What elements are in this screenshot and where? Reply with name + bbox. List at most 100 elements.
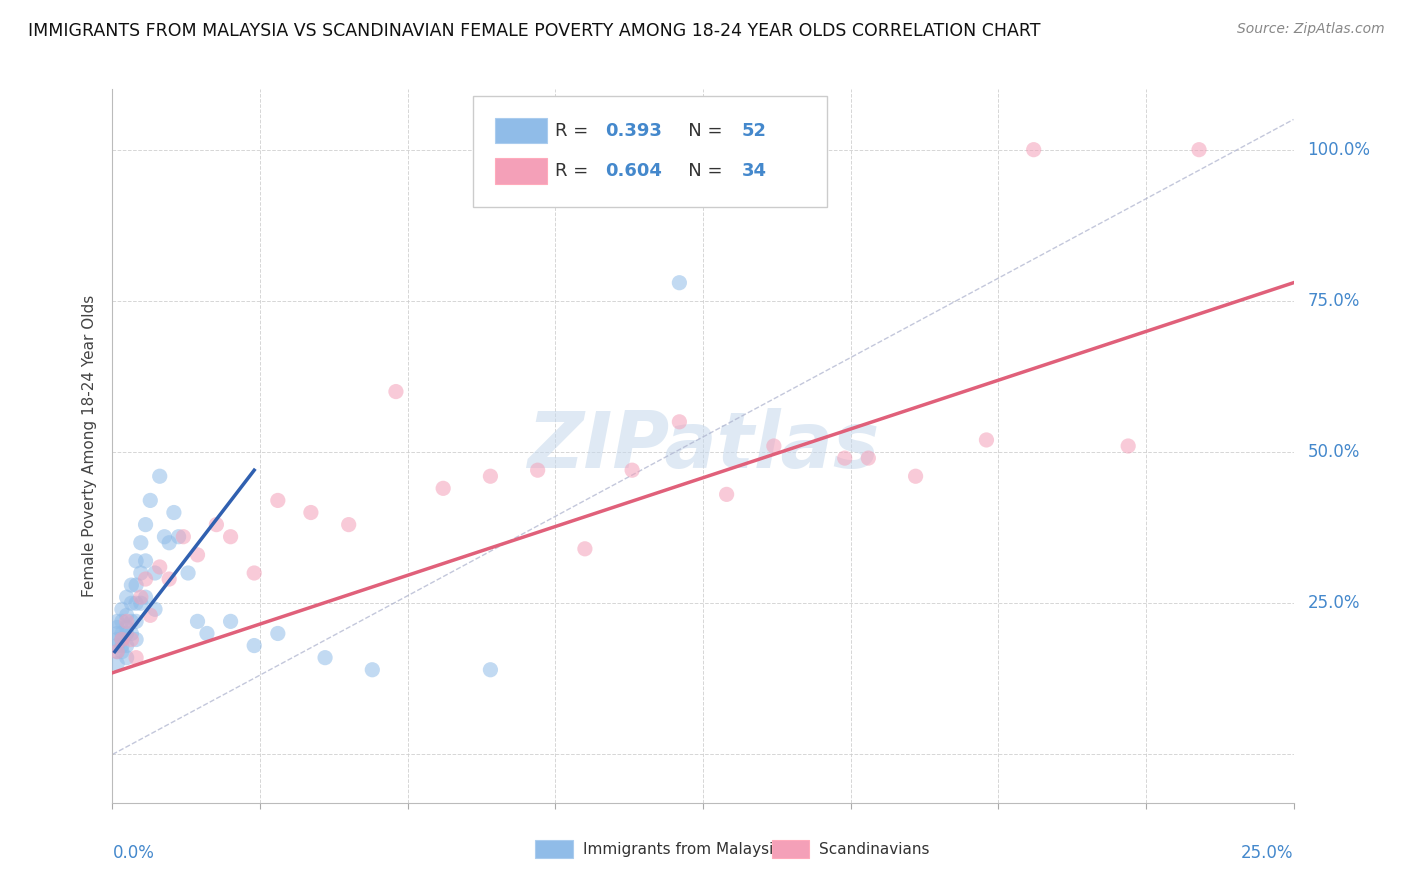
- Point: [105, 615, 128, 629]
- Point: [111, 615, 134, 629]
- Point: [111, 632, 134, 647]
- Point: [186, 548, 208, 562]
- Text: ZIPatlas: ZIPatlas: [527, 408, 879, 484]
- Point: [105, 620, 128, 634]
- Point: [526, 463, 548, 477]
- Point: [135, 572, 157, 586]
- Point: [762, 439, 785, 453]
- Point: [219, 530, 242, 544]
- Point: [111, 602, 134, 616]
- Point: [120, 596, 142, 610]
- Point: [111, 632, 134, 647]
- Point: [716, 487, 738, 501]
- Text: 75.0%: 75.0%: [1308, 292, 1360, 310]
- Point: [243, 639, 266, 653]
- Text: Source: ZipAtlas.com: Source: ZipAtlas.com: [1237, 22, 1385, 37]
- Point: [105, 657, 128, 671]
- Text: 34: 34: [742, 162, 768, 180]
- Text: IMMIGRANTS FROM MALAYSIA VS SCANDINAVIAN FEMALE POVERTY AMONG 18-24 YEAR OLDS CO: IMMIGRANTS FROM MALAYSIA VS SCANDINAVIAN…: [28, 22, 1040, 40]
- Point: [135, 517, 157, 532]
- Point: [479, 469, 502, 483]
- Text: Immigrants from Malaysia: Immigrants from Malaysia: [582, 842, 782, 856]
- Point: [125, 596, 148, 610]
- Point: [139, 608, 162, 623]
- Point: [125, 650, 148, 665]
- Text: R =: R =: [555, 121, 595, 139]
- Point: [157, 535, 180, 549]
- Point: [621, 463, 644, 477]
- Point: [135, 554, 157, 568]
- FancyBboxPatch shape: [772, 840, 810, 858]
- Point: [105, 639, 128, 653]
- Point: [120, 578, 142, 592]
- Point: [299, 506, 322, 520]
- Point: [105, 626, 128, 640]
- Point: [361, 663, 384, 677]
- FancyBboxPatch shape: [495, 118, 547, 144]
- Point: [267, 493, 290, 508]
- Point: [143, 602, 166, 616]
- Point: [267, 626, 290, 640]
- Point: [479, 663, 502, 677]
- Point: [115, 650, 138, 665]
- Point: [1188, 143, 1211, 157]
- Point: [314, 650, 336, 665]
- Point: [432, 481, 454, 495]
- Point: [129, 535, 152, 549]
- Text: 25.0%: 25.0%: [1241, 845, 1294, 863]
- Text: N =: N =: [671, 121, 728, 139]
- Point: [135, 590, 157, 604]
- Text: 25.0%: 25.0%: [1308, 594, 1360, 612]
- Point: [129, 590, 152, 604]
- Point: [120, 632, 142, 647]
- Point: [186, 615, 208, 629]
- Point: [858, 451, 880, 466]
- Point: [167, 530, 190, 544]
- Point: [120, 615, 142, 629]
- Point: [1022, 143, 1045, 157]
- Point: [115, 626, 138, 640]
- FancyBboxPatch shape: [495, 159, 547, 184]
- Point: [115, 615, 138, 629]
- Point: [976, 433, 998, 447]
- Point: [125, 578, 148, 592]
- Point: [668, 415, 690, 429]
- Text: 0.393: 0.393: [605, 121, 662, 139]
- Point: [163, 506, 186, 520]
- Point: [125, 554, 148, 568]
- Point: [904, 469, 927, 483]
- Point: [129, 566, 152, 580]
- FancyBboxPatch shape: [472, 96, 827, 207]
- Point: [115, 639, 138, 653]
- Point: [139, 493, 162, 508]
- Point: [219, 615, 242, 629]
- Text: 100.0%: 100.0%: [1308, 141, 1371, 159]
- FancyBboxPatch shape: [536, 840, 574, 858]
- Point: [337, 517, 360, 532]
- Point: [149, 469, 172, 483]
- Point: [120, 626, 142, 640]
- Point: [205, 517, 228, 532]
- Point: [115, 608, 138, 623]
- Text: 52: 52: [742, 121, 768, 139]
- Text: N =: N =: [671, 162, 728, 180]
- Point: [111, 645, 134, 659]
- Point: [149, 560, 172, 574]
- Point: [172, 530, 194, 544]
- Y-axis label: Female Poverty Among 18-24 Year Olds: Female Poverty Among 18-24 Year Olds: [82, 295, 97, 597]
- Point: [574, 541, 596, 556]
- Point: [668, 276, 690, 290]
- Text: Scandinavians: Scandinavians: [818, 842, 929, 856]
- Point: [195, 626, 218, 640]
- Point: [105, 632, 128, 647]
- Point: [143, 566, 166, 580]
- Text: 0.604: 0.604: [605, 162, 662, 180]
- Point: [177, 566, 200, 580]
- Point: [385, 384, 408, 399]
- Point: [153, 530, 176, 544]
- Point: [115, 620, 138, 634]
- Point: [129, 596, 152, 610]
- Point: [111, 639, 134, 653]
- Point: [125, 615, 148, 629]
- Point: [115, 590, 138, 604]
